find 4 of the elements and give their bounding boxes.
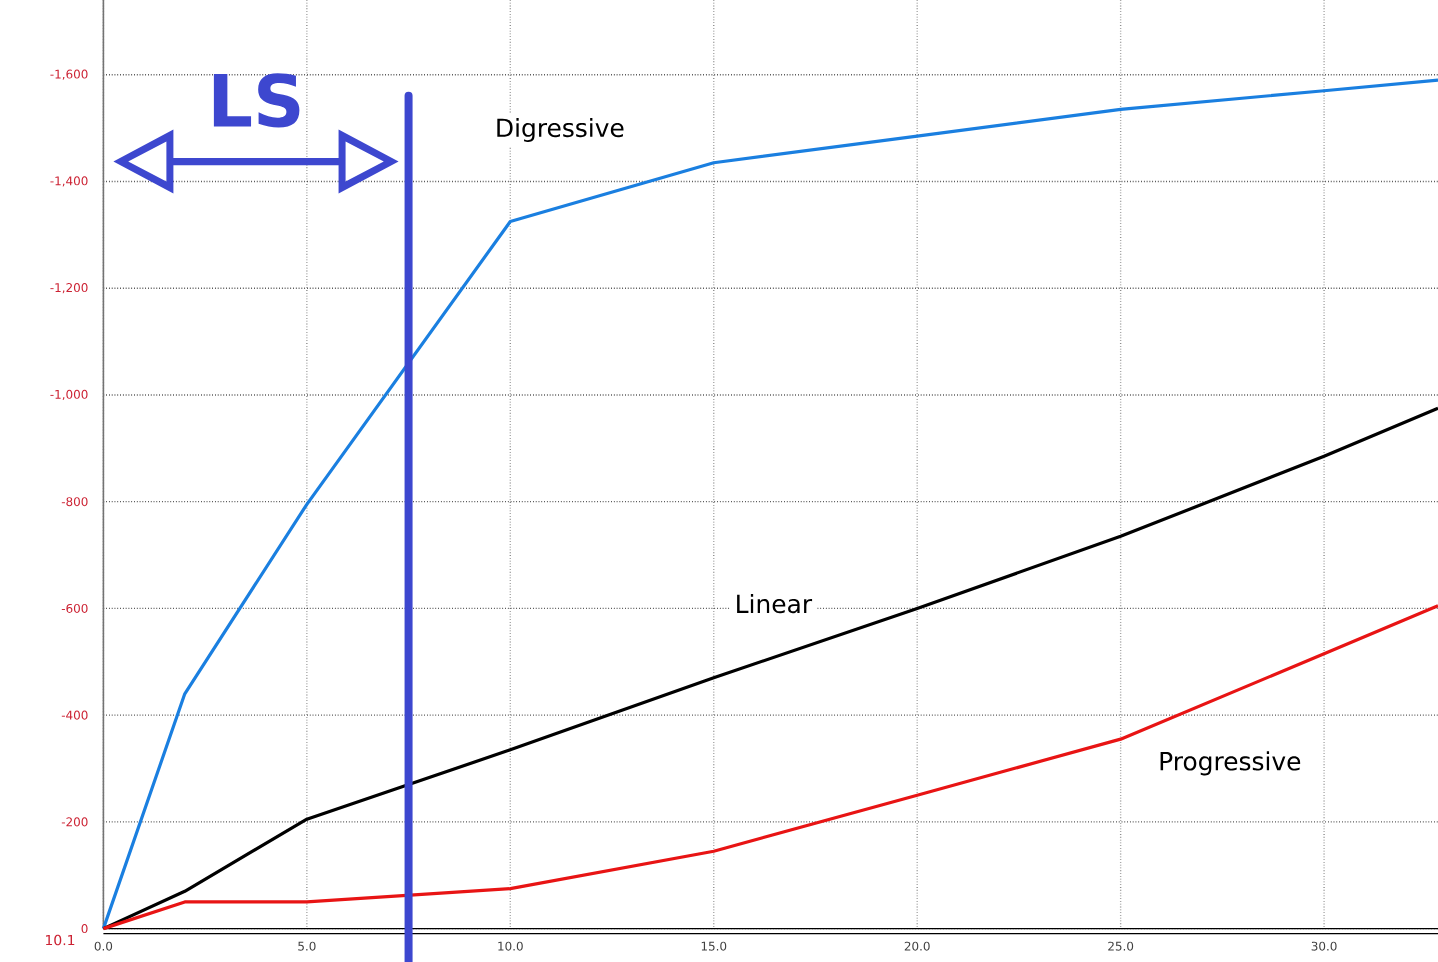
series-label: Digressive (497, 117, 624, 143)
series-label: Progressive (1160, 751, 1301, 776)
ref-line-label: LS (213, 73, 300, 128)
series-label: Linear (737, 593, 813, 614)
